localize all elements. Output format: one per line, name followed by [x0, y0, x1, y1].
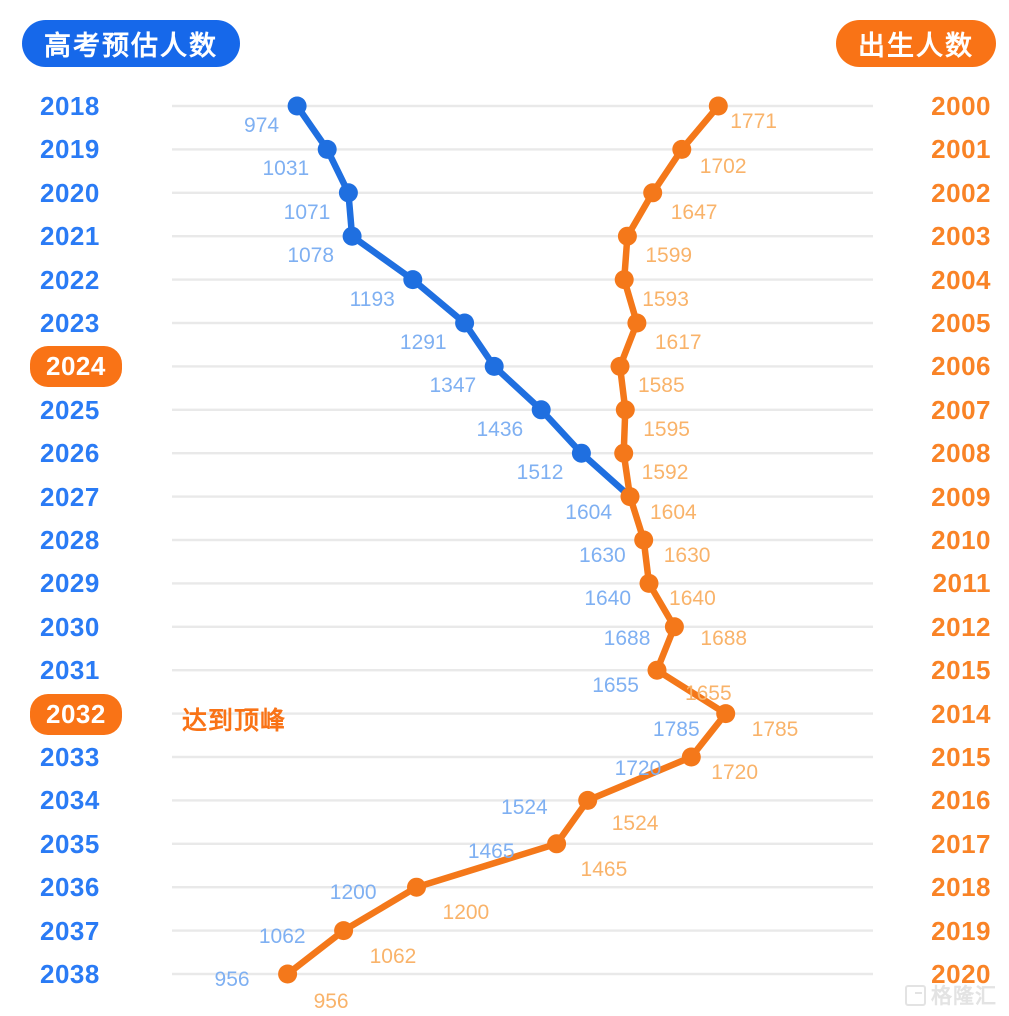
value-label-orange-2016: 1524 [611, 812, 659, 836]
legend-badge-gaokao: 高考预估人数 [22, 20, 240, 67]
right-year-2015-row13: 2015 [931, 655, 991, 686]
legend-badge-births: 出生人数 [836, 20, 996, 67]
left-year-2034: 2034 [40, 785, 100, 816]
value-label-blue-2033: 1720 [614, 757, 662, 780]
right-year-2005-row5: 2005 [931, 308, 991, 338]
value-label-orange-2006: 1585 [637, 374, 685, 398]
right-year-2019-row19: 2019 [931, 915, 991, 946]
value-label-blue-2025: 1436 [476, 417, 524, 441]
left-year-2037: 2037 [40, 915, 100, 946]
value-label-orange-2004: 1593 [642, 287, 689, 311]
value-label-blue-2031: 1655 [592, 674, 639, 698]
value-label-blue-2030: 1688 [603, 626, 651, 650]
value-label-orange-2018: 1200 [442, 901, 490, 925]
value-label-orange-2017: 1465 [580, 857, 628, 881]
value-label-orange-2005: 1617 [654, 331, 702, 354]
peak-annotation: 达到顶峰 [182, 706, 287, 735]
right-year-2017-row17: 2017 [931, 828, 991, 859]
value-label-blue-2027: 1604 [565, 500, 612, 524]
left-year-2031: 2031 [40, 655, 100, 686]
value-label-orange-2003: 1599 [645, 244, 693, 268]
right-year-2018-row18: 2018 [931, 872, 991, 903]
right-year-2020-row20: 2020 [931, 959, 991, 989]
left-year-2029: 2029 [40, 568, 100, 599]
value-label-blue-2021: 1078 [287, 244, 335, 268]
left-year-2025: 2025 [40, 394, 100, 425]
right-year-2000-row0: 2000 [931, 91, 991, 121]
right-year-2012-row12: 2012 [931, 611, 991, 642]
gelonghui-logo-icon [905, 984, 926, 1006]
value-label-blue-2022: 1193 [349, 287, 395, 311]
left-year-2033: 2033 [40, 742, 100, 772]
value-label-blue-2034: 1524 [501, 796, 548, 820]
value-label-orange-2001: 1702 [699, 155, 747, 179]
left-year-2030: 2030 [40, 611, 100, 642]
right-year-2010-row10: 2010 [931, 525, 991, 555]
value-label-orange-2015: 1655 [684, 682, 732, 706]
value-label-orange-2020: 956 [313, 990, 349, 1013]
right-year-2008-row8: 2008 [931, 438, 991, 469]
left-year-2022: 2022 [40, 264, 100, 295]
value-label-blue-2020: 1071 [283, 200, 331, 224]
right-year-2007-row7: 2007 [931, 394, 991, 425]
value-label-blue-2018: 974 [244, 114, 280, 137]
left-year-2028: 2028 [40, 525, 100, 555]
value-label-orange-2012: 1688 [700, 626, 748, 650]
value-label-orange-2009: 1604 [650, 500, 697, 524]
value-label-orange-2007: 1595 [643, 417, 690, 441]
watermark-text: 格隆汇 [931, 985, 997, 1008]
right-year-2006-row6: 2006 [931, 351, 991, 382]
right-year-2011-row11: 2011 [932, 568, 991, 599]
value-label-blue-2037: 1062 [258, 924, 306, 948]
right-year-2016-row16: 2016 [931, 785, 991, 816]
value-label-orange-2000: 1771 [730, 110, 777, 133]
value-label-blue-2035: 1465 [467, 839, 515, 863]
left-year-2023: 2023 [40, 308, 100, 338]
left-year-2027: 2027 [40, 481, 100, 512]
value-label-orange-2019: 1062 [369, 944, 417, 968]
right-year-2001-row1: 2001 [931, 134, 991, 165]
value-label-blue-2024: 1347 [429, 374, 477, 398]
value-label-blue-2029: 1640 [584, 587, 632, 611]
left-year-2036: 2036 [40, 872, 100, 903]
value-label-blue-2019: 1031 [262, 157, 310, 181]
value-label-orange-2014: 1785 [751, 717, 799, 741]
watermark: 格隆汇 [905, 980, 997, 1010]
right-year-2002-row2: 2002 [931, 177, 991, 208]
left-year-2026: 2026 [40, 438, 100, 469]
value-label-orange-2010: 1630 [663, 544, 711, 567]
value-label-orange-2002: 1647 [670, 200, 718, 224]
right-year-2009-row9: 2009 [931, 481, 991, 512]
left-year-2035: 2035 [40, 828, 100, 859]
left-year-2018: 2018 [40, 91, 100, 121]
left-year-2020: 2020 [40, 177, 100, 208]
value-label-blue-2038: 956 [214, 968, 250, 991]
value-label-blue-2036: 1200 [329, 881, 377, 905]
right-year-2014-row14: 2014 [931, 698, 991, 729]
value-label-blue-2028: 1630 [579, 544, 626, 567]
right-year-2015-row15: 2015 [931, 742, 991, 772]
left-year-2024: 2024 [30, 346, 122, 388]
value-label-orange-2011: 1640 [669, 587, 716, 611]
right-year-2004-row4: 2004 [931, 264, 991, 295]
value-label-blue-2026: 1512 [516, 461, 564, 485]
left-year-2019: 2019 [40, 134, 100, 165]
value-label-blue-2032: 1785 [652, 717, 700, 741]
left-year-2032: 2032 [30, 693, 122, 735]
left-year-2021: 2021 [40, 221, 100, 252]
right-year-2003-row3: 2003 [931, 221, 991, 252]
value-label-blue-2023: 1291 [399, 331, 447, 354]
value-label-orange-2015: 1720 [711, 761, 759, 784]
left-year-2038: 2038 [40, 959, 100, 989]
value-label-orange-2008: 1592 [641, 461, 689, 485]
